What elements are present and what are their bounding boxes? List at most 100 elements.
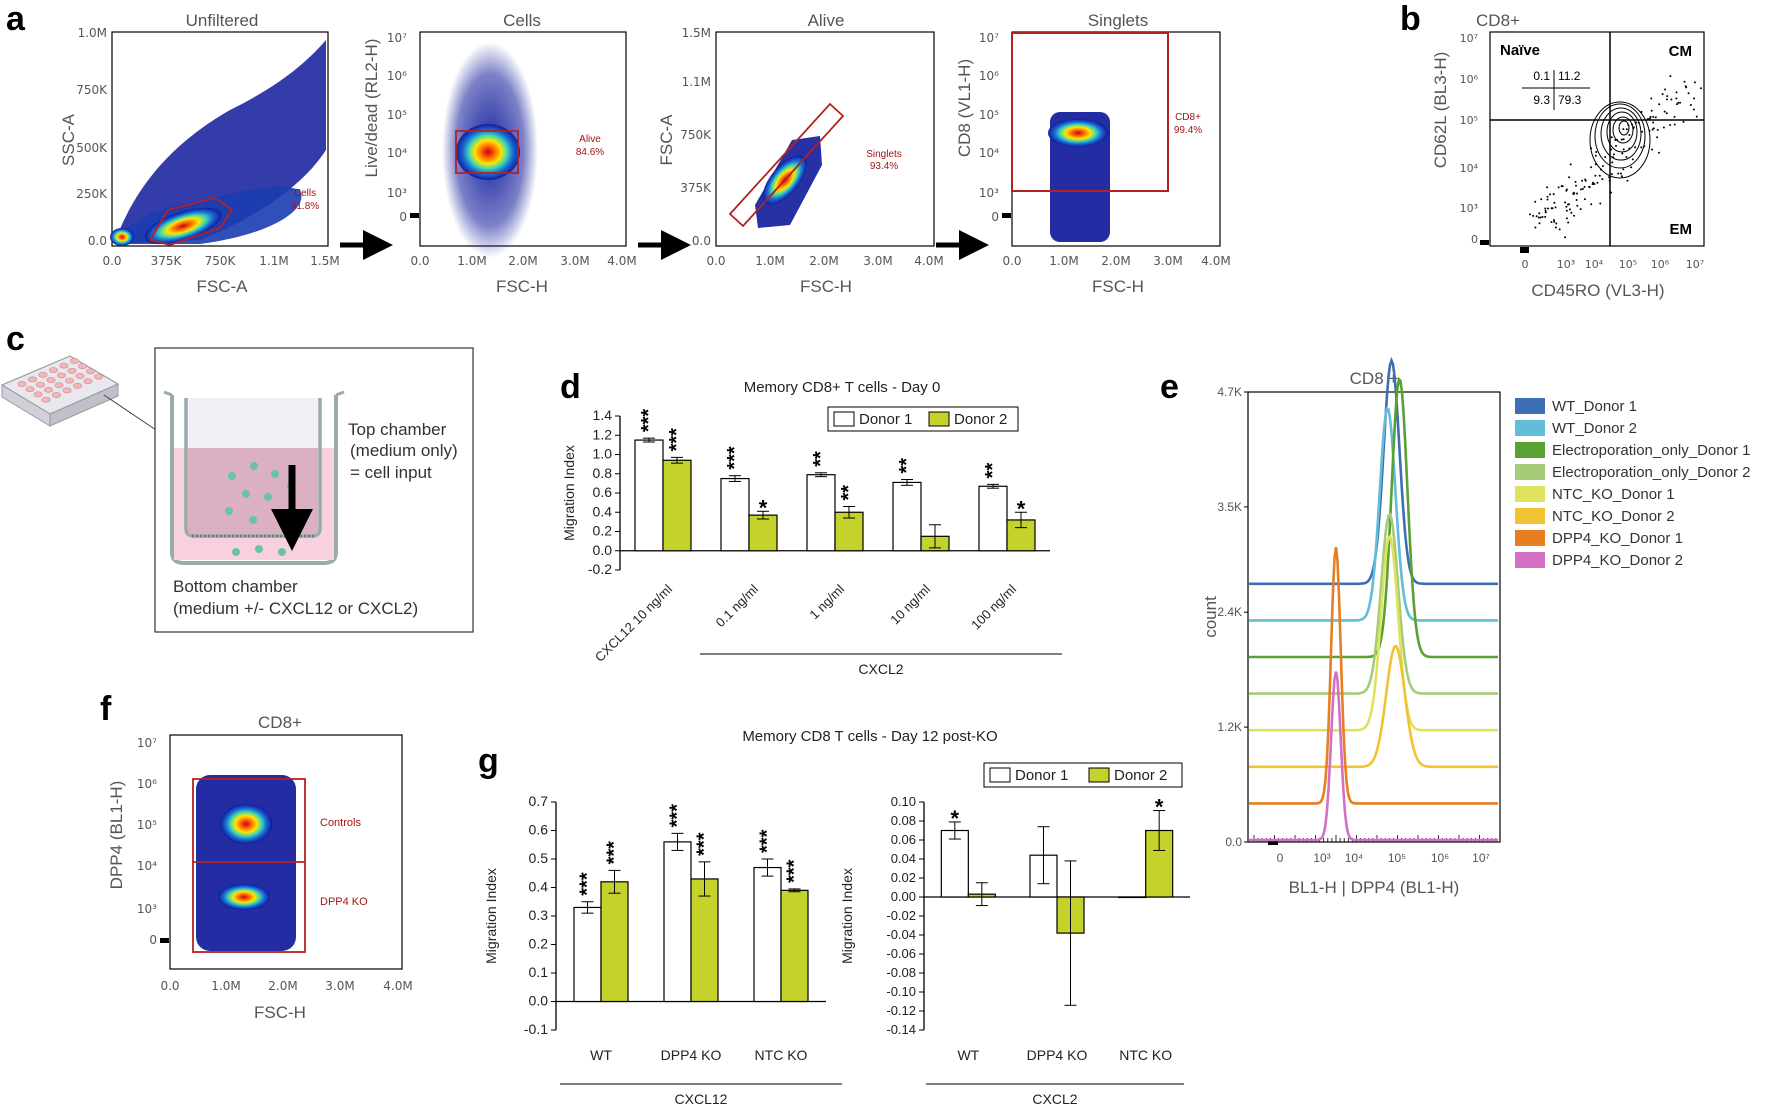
scatter-dot [1640,146,1643,149]
plate-well [67,367,77,374]
category-label: 10 ng/ml [887,581,933,627]
x-tick: 375K [151,254,183,268]
bottom-chamber-label: (medium +/- CXCL12 or CXCL2) [173,599,418,618]
legend-box [827,406,1019,432]
y-tick-label: 2.4K [1217,605,1242,619]
y-tick-label: 4.7K [1217,385,1242,399]
scatter-dot [1569,163,1572,166]
scatter-dot [1529,213,1531,216]
y-tick: 0.0 [692,234,711,248]
y-tick: 10⁴ [1460,162,1479,175]
y-tick: 10⁷ [979,31,999,45]
scatter-dot [1610,136,1613,139]
y-tick-label: 0.08 [891,813,916,828]
gate-label-controls: Controls [320,817,361,829]
gate-label: Cells [294,188,316,199]
scatter-dot [1628,134,1631,136]
scatter-dot [1572,193,1575,195]
legend-swatch [1515,464,1545,480]
x-tick: 0.0 [160,979,179,993]
scatter-dot [1651,128,1654,131]
plate-well [54,382,64,389]
y-tick: 10⁵ [1460,114,1478,127]
y-tick: 10⁷ [137,736,157,750]
scatter-dot [1602,165,1604,168]
x-tick: 0.0 [1002,254,1021,268]
y-axis-label: SSC-A [59,113,78,166]
legend-label: WT_Donor 2 [1552,420,1637,437]
x-tick: 3.0M [325,979,354,993]
bar-chart-day0: -0.2 0.0 0.2 0.4 0.6 0.8 1.0 1.2 1.4 Migration In… [561,379,1062,677]
legend-swatch [833,411,855,427]
legend-label: Electroporation_only_Donor 1 [1552,442,1750,459]
scatter-dot [1630,166,1633,169]
scatter-dot [1575,184,1577,187]
y-tick: 0.0 [88,234,107,248]
y-tick-label: 0.7 [529,793,549,809]
x-tick: 3.0M [560,254,589,268]
x-tick-label: 10³ [1313,851,1330,865]
plate-well [17,381,27,387]
scatter-dot [1534,200,1537,203]
category-label: NTC KO [1119,1047,1172,1063]
legend-label: DPP4_KO_Donor 2 [1552,552,1683,569]
histogram-overlay-dpp4: CD8 + 0.0 1.2K 2.4K 3.5K 4.7K count 0 10³ 10⁴ 10⁵ 1… [1201,356,1750,897]
legend-label: NTC_KO_Donor 1 [1552,486,1675,503]
y-axis-label: Live/dead (RL2-H) [362,39,381,178]
plate-well [62,387,72,394]
legend-label: Donor 1 [1015,767,1068,784]
scatter-dots [1529,75,1702,239]
y-tick-label: 0.1 [529,964,549,980]
gate-alive [455,130,519,174]
plot-title: CD8+ [1476,11,1520,30]
transwell-schematic: Top chamber (medium only) = cell input B… [0,347,474,633]
significance-mark: *** [604,841,626,865]
significance-mark: *** [757,829,779,853]
scatter-dot [1565,209,1568,212]
quadrant-label-em: EM [1670,221,1693,238]
scatter-dot [1540,198,1543,201]
debris-hotspot [110,228,134,246]
scatter-cloud [196,775,296,951]
scatter-dot [1658,151,1660,154]
group-label: CXCL2 [1032,1091,1077,1107]
bar [1118,896,1147,899]
gate-percent: 84.6% [576,147,604,158]
scatter-dot [1544,211,1547,214]
legend-label: WT_Donor 1 [1552,398,1637,415]
flow-plot-dpp4: CD8+ Controls DPP4 KO 0.0 1.0M 2.0M 3.0M… [107,713,413,1022]
scatter-dot [1537,216,1540,219]
y-tick: 10⁴ [137,859,157,873]
scatter-dot [1693,97,1695,100]
x-tick-label: 10⁴ [1345,851,1364,865]
y-tick-label: 0.06 [891,832,916,847]
scatter-dot [1534,226,1537,229]
scatter-dot [1588,185,1591,188]
y-tick-label: -0.08 [886,965,916,980]
scatter-dot [1535,215,1538,218]
gate-label: CD8+ [1175,112,1201,123]
plate-well [33,391,43,398]
bar [690,878,719,1003]
plate-well [48,367,58,374]
quadrant-label-naive: Naïve [1500,42,1540,59]
panel-letter-a: a [6,0,26,38]
plot-title: Unfiltered [186,11,259,30]
flow-plot-unfiltered: Unfiltered Cells 41.8% 0.0 375K 750K 1.1… [59,11,340,296]
y-tick-label: 0.0 [1225,835,1242,849]
bar [634,439,664,552]
scatter-dot [1552,193,1555,196]
scatter-dot [1620,138,1623,141]
x-tick: 1.5M [310,254,339,268]
y-axis-label: Migration Index [839,868,855,964]
y-tick: 10³ [137,902,157,916]
scatter-dot [1604,156,1607,158]
x-tick: 3.0M [1153,254,1182,268]
bar [834,511,864,552]
x-tick: 2.0M [268,979,297,993]
axis-break-mark [1002,213,1011,218]
scatter-dot [1652,115,1655,118]
scatter-dot [1561,185,1564,188]
group-label: CXCL2 [858,661,903,677]
x-tick: 1.0M [457,254,486,268]
